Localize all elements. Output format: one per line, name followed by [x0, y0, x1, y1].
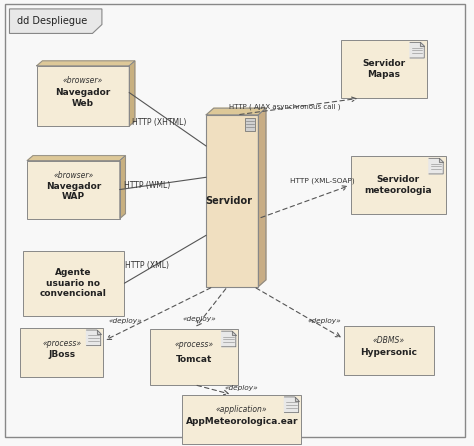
Polygon shape — [129, 61, 135, 126]
Polygon shape — [221, 331, 236, 347]
Polygon shape — [295, 397, 299, 401]
Bar — [206, 115, 258, 287]
Text: Servidor: Servidor — [205, 196, 252, 206]
Bar — [341, 40, 427, 98]
Bar — [182, 395, 301, 444]
Text: AppMeteorologica.ear: AppMeteorologica.ear — [185, 417, 298, 426]
Text: JBoss: JBoss — [48, 350, 75, 359]
Polygon shape — [27, 156, 125, 161]
Text: HTTP (XML): HTTP (XML) — [125, 261, 169, 270]
Text: HTTP ( AJAX asynchronous call ): HTTP ( AJAX asynchronous call ) — [228, 104, 340, 110]
Text: «application»: «application» — [216, 405, 267, 414]
Bar — [27, 161, 119, 219]
Polygon shape — [9, 9, 102, 33]
Text: Tomcat: Tomcat — [176, 355, 212, 363]
Text: Servidor
meteorologia: Servidor meteorologia — [365, 175, 432, 195]
Text: «DBMS»: «DBMS» — [373, 336, 405, 345]
Polygon shape — [232, 331, 236, 334]
Text: dd Despliegue: dd Despliegue — [17, 17, 87, 26]
Polygon shape — [36, 61, 135, 66]
Bar — [36, 66, 129, 126]
Bar — [344, 326, 434, 375]
Polygon shape — [258, 108, 266, 287]
Text: «deploy»: «deploy» — [308, 318, 341, 324]
Text: Agente
usuario no
convencional: Agente usuario no convencional — [40, 268, 107, 298]
Text: «browser»: «browser» — [54, 171, 93, 180]
Text: HTTP (WML): HTTP (WML) — [124, 181, 170, 190]
Text: Navegador
WAP: Navegador WAP — [46, 182, 101, 202]
Bar — [23, 251, 124, 316]
Bar — [151, 329, 238, 384]
Polygon shape — [86, 330, 100, 346]
Text: «deploy»: «deploy» — [109, 318, 142, 324]
Text: «deploy»: «deploy» — [225, 385, 258, 391]
Text: «browser»: «browser» — [63, 77, 103, 86]
Polygon shape — [420, 42, 424, 46]
Text: Servidor
Mapas: Servidor Mapas — [363, 59, 405, 79]
Text: Navegador
Web: Navegador Web — [55, 88, 110, 108]
Polygon shape — [119, 156, 125, 219]
Polygon shape — [284, 397, 299, 413]
Bar — [351, 156, 446, 214]
Bar — [245, 119, 255, 131]
Text: HTTP (XHTML): HTTP (XHTML) — [132, 118, 186, 127]
Text: «deploy»: «deploy» — [182, 316, 216, 322]
Polygon shape — [97, 330, 100, 334]
Polygon shape — [429, 158, 443, 174]
Polygon shape — [410, 42, 424, 58]
Text: Hypersonic: Hypersonic — [360, 348, 417, 357]
Text: HTTP (XML-SOAP): HTTP (XML-SOAP) — [290, 178, 355, 184]
Text: «process»: «process» — [42, 339, 81, 347]
Text: «process»: «process» — [175, 340, 214, 349]
Polygon shape — [206, 108, 266, 115]
Bar — [20, 328, 103, 377]
Polygon shape — [439, 158, 443, 162]
